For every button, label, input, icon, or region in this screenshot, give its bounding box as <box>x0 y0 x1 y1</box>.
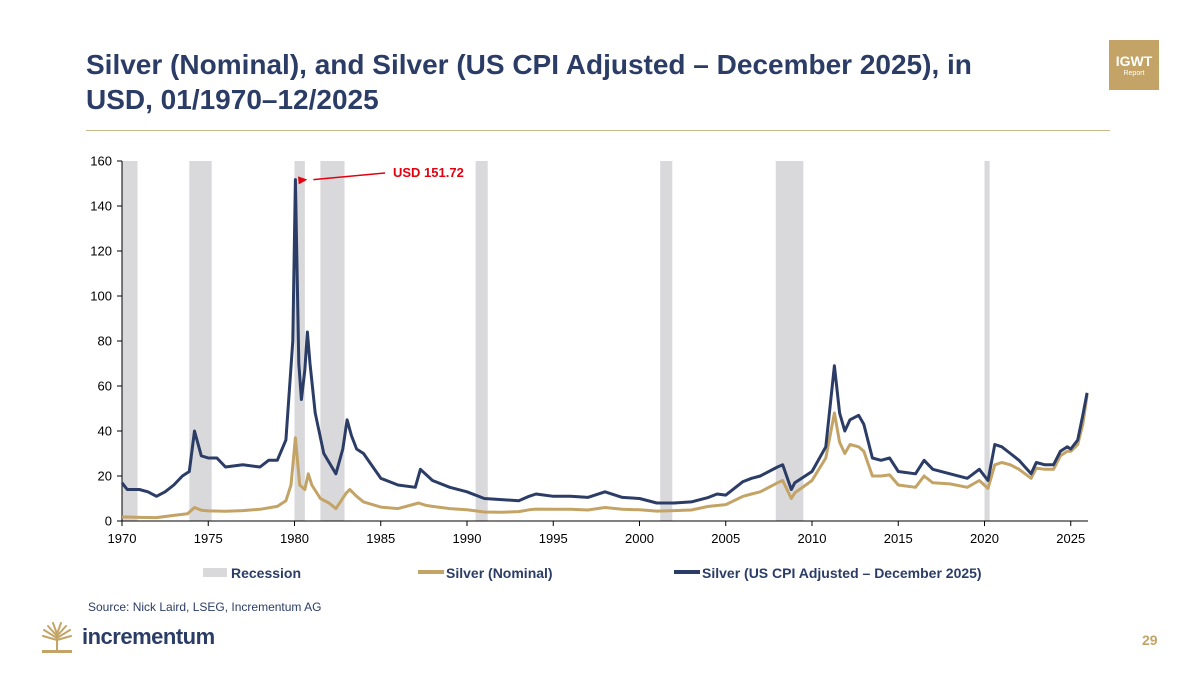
recession-band-4 <box>475 161 488 521</box>
legend-swatch-recession <box>203 568 227 577</box>
recession-band-7 <box>984 161 990 521</box>
chart-axes <box>121 161 1088 522</box>
x-tick-label: 2020 <box>970 531 999 546</box>
recession-band-0 <box>122 161 138 521</box>
x-tick-label: 1980 <box>280 531 309 546</box>
y-axis-ticks: 0 20 40 60 80 100 120 140 160 <box>90 154 122 529</box>
series-line-cpi-adjusted <box>120 178 1089 505</box>
x-tick-label: 2005 <box>711 531 740 546</box>
chart-series <box>120 178 1089 520</box>
x-tick-label: 2025 <box>1056 531 1085 546</box>
x-tick-label: 2015 <box>884 531 913 546</box>
chart-annotations: USD 151.72 <box>298 165 464 185</box>
badge-sub-text: Report <box>1123 70 1145 77</box>
y-tick-label: 0 <box>105 514 112 529</box>
x-tick-label: 1975 <box>194 531 223 546</box>
tree-logo-icon <box>42 622 72 653</box>
x-tick-label: 2010 <box>798 531 827 546</box>
x-tick-label: 1995 <box>539 531 568 546</box>
igwt-report-badge: IGWT Report <box>1109 40 1159 90</box>
legend-label-recession: Recession <box>231 565 301 581</box>
title-divider <box>86 130 1110 131</box>
annotation-label-peak: USD 151.72 <box>393 165 464 180</box>
annotation-arrow-head <box>298 176 308 185</box>
y-tick-label: 40 <box>98 424 112 439</box>
x-tick-label: 2000 <box>625 531 654 546</box>
legend-label-nominal: Silver (Nominal) <box>446 565 553 581</box>
source-note: Source: Nick Laird, LSEG, Incrementum AG <box>88 600 322 614</box>
recession-band-1 <box>189 161 212 521</box>
page-number: 29 <box>1142 632 1158 648</box>
y-tick-label: 120 <box>90 244 112 259</box>
series-line-nominal <box>121 394 1089 520</box>
y-tick-label: 140 <box>90 199 112 214</box>
x-tick-label: 1970 <box>108 531 137 546</box>
annotation-arrow-line <box>313 172 386 181</box>
x-tick-label: 1990 <box>453 531 482 546</box>
y-tick-label: 100 <box>90 289 112 304</box>
x-axis-ticks: 1970 1975 1980 1985 1990 1995 2000 2005 2010 2015… <box>108 521 1085 546</box>
y-tick-label: 80 <box>98 334 112 349</box>
page-title: Silver (Nominal), and Silver (US CPI Adj… <box>86 49 972 115</box>
recession-band-6 <box>775 161 804 521</box>
recession-band-5 <box>660 161 673 521</box>
recession-bands <box>122 161 990 521</box>
legend-label-cpi-adjusted: Silver (US CPI Adjusted – December 2025) <box>702 565 982 581</box>
badge-main-text: IGWT <box>1115 53 1153 69</box>
logo-wordmark: incrementum <box>82 624 215 649</box>
incrementum-logo: incrementum <box>40 620 215 654</box>
chart-legend: Recession Silver (Nominal) Silver (US CP… <box>203 565 982 581</box>
x-tick-label: 1985 <box>366 531 395 546</box>
y-tick-label: 160 <box>90 154 112 169</box>
y-tick-label: 20 <box>98 469 112 484</box>
y-tick-label: 60 <box>98 379 112 394</box>
